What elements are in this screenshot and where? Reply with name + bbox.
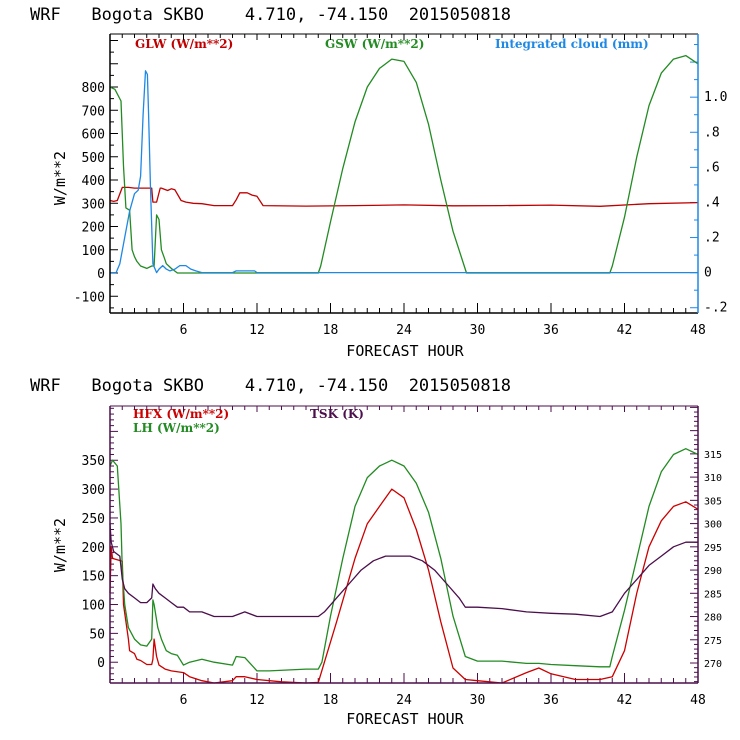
x-tick-label: 12	[249, 693, 265, 708]
x-tick-label: 24	[396, 693, 412, 708]
legend-lh: LH (W/m**2)	[133, 421, 220, 435]
y2-tick-label: 315	[704, 450, 722, 461]
series-line-tsk	[109, 523, 698, 618]
axes: 6 12 18 24 30 36 42 48 0 50 100 150 200 250 300 350 270 2…	[82, 406, 722, 708]
y-tick-label: 200	[82, 541, 105, 556]
chart-title: WRF Bogota SKBO 4.710, -74.150 201505081…	[30, 376, 511, 396]
y2-tick-label: 1.0	[704, 90, 727, 105]
legend-hfx: HFX (W/m**2)	[133, 407, 229, 421]
y-tick-label: 0	[97, 267, 105, 282]
x-tick-label: 48	[690, 323, 706, 338]
y2-tick-label: 295	[704, 543, 722, 554]
series-line-integrated	[110, 70, 698, 274]
x-tick-label: 18	[323, 693, 339, 708]
y-tick-label: 200	[82, 221, 105, 236]
y2-tick-label: .6	[704, 160, 720, 175]
series-line-gsw	[109, 54, 699, 274]
x-tick-label: 24	[396, 323, 412, 338]
x-tick-label: 48	[690, 693, 706, 708]
x-tick-label: 36	[543, 323, 559, 338]
chart-panel-heat-flux: WRF Bogota SKBO 4.710, -74.150 201505081…	[30, 376, 722, 728]
plot-frame	[109, 405, 699, 684]
series-group	[109, 54, 699, 274]
series-line-lh	[109, 448, 699, 672]
y2-tick-label: 300	[704, 520, 722, 531]
series-line-hfx	[109, 488, 699, 684]
y2-tick-label: 290	[704, 566, 722, 577]
y2-tick-label: .2	[704, 231, 720, 246]
y-tick-label: 300	[82, 483, 105, 498]
y-tick-label: 800	[82, 81, 105, 96]
y-tick-label: 50	[89, 627, 105, 642]
y-axis-label: W/m**2	[51, 151, 69, 205]
y2-tick-label: 270	[704, 659, 722, 670]
y-tick-label: 150	[82, 570, 105, 585]
y2-tick-label: 280	[704, 613, 722, 624]
y2-tick-label: 0	[704, 266, 712, 281]
x-tick-label: 12	[249, 323, 265, 338]
series-line-glw	[109, 186, 699, 207]
y-tick-label: 100	[82, 244, 105, 259]
y-tick-label: -100	[74, 290, 105, 305]
axes: 6 12 18 24 30 36 42 48 -100 0 100 200 300 400 500 600 70…	[74, 34, 727, 338]
y2-tick-label: .8	[704, 125, 720, 140]
x-tick-label: 30	[470, 323, 486, 338]
y-tick-label: 350	[82, 454, 105, 469]
chart-title: WRF Bogota SKBO 4.710, -74.150 201505081…	[30, 5, 511, 25]
legend-integrated-cloud: Integrated cloud (mm)	[495, 37, 649, 51]
y-tick-label: 500	[82, 151, 105, 166]
y-tick-label: 400	[82, 174, 105, 189]
y-tick-label: 100	[82, 599, 105, 614]
legend-gsw: GSW (W/m**2)	[325, 37, 424, 51]
y2-tick-label: .4	[704, 195, 720, 210]
series-group	[109, 448, 699, 684]
y-tick-label: 300	[82, 197, 105, 212]
y2-tick-label: 275	[704, 636, 722, 647]
legend-glw: GLW (W/m**2)	[135, 37, 233, 51]
legend-tsk: TSK (K)	[310, 407, 364, 421]
x-tick-label: 6	[180, 693, 188, 708]
y-tick-label: 600	[82, 128, 105, 143]
y2-tick-label: 285	[704, 589, 722, 600]
x-tick-label: 36	[543, 693, 559, 708]
y2-tick-label: -.2	[704, 301, 727, 316]
x-tick-label: 6	[180, 323, 188, 338]
y-tick-label: 250	[82, 512, 105, 527]
x-tick-label: 30	[470, 693, 486, 708]
x-tick-label: 18	[323, 323, 339, 338]
plot-frame	[109, 33, 699, 314]
x-axis-label: FORECAST HOUR	[346, 342, 464, 360]
y-tick-label: 700	[82, 104, 105, 119]
x-axis-label: FORECAST HOUR	[346, 710, 464, 728]
y2-tick-label: 310	[704, 473, 722, 484]
chart-panel-radiation: WRF Bogota SKBO 4.710, -74.150 201505081…	[30, 5, 727, 360]
y2-tick-label: 305	[704, 496, 722, 507]
x-tick-label: 42	[617, 323, 633, 338]
y-tick-label: 0	[97, 656, 105, 671]
x-tick-label: 42	[617, 693, 633, 708]
y-axis-label: W/m**2	[51, 518, 69, 572]
